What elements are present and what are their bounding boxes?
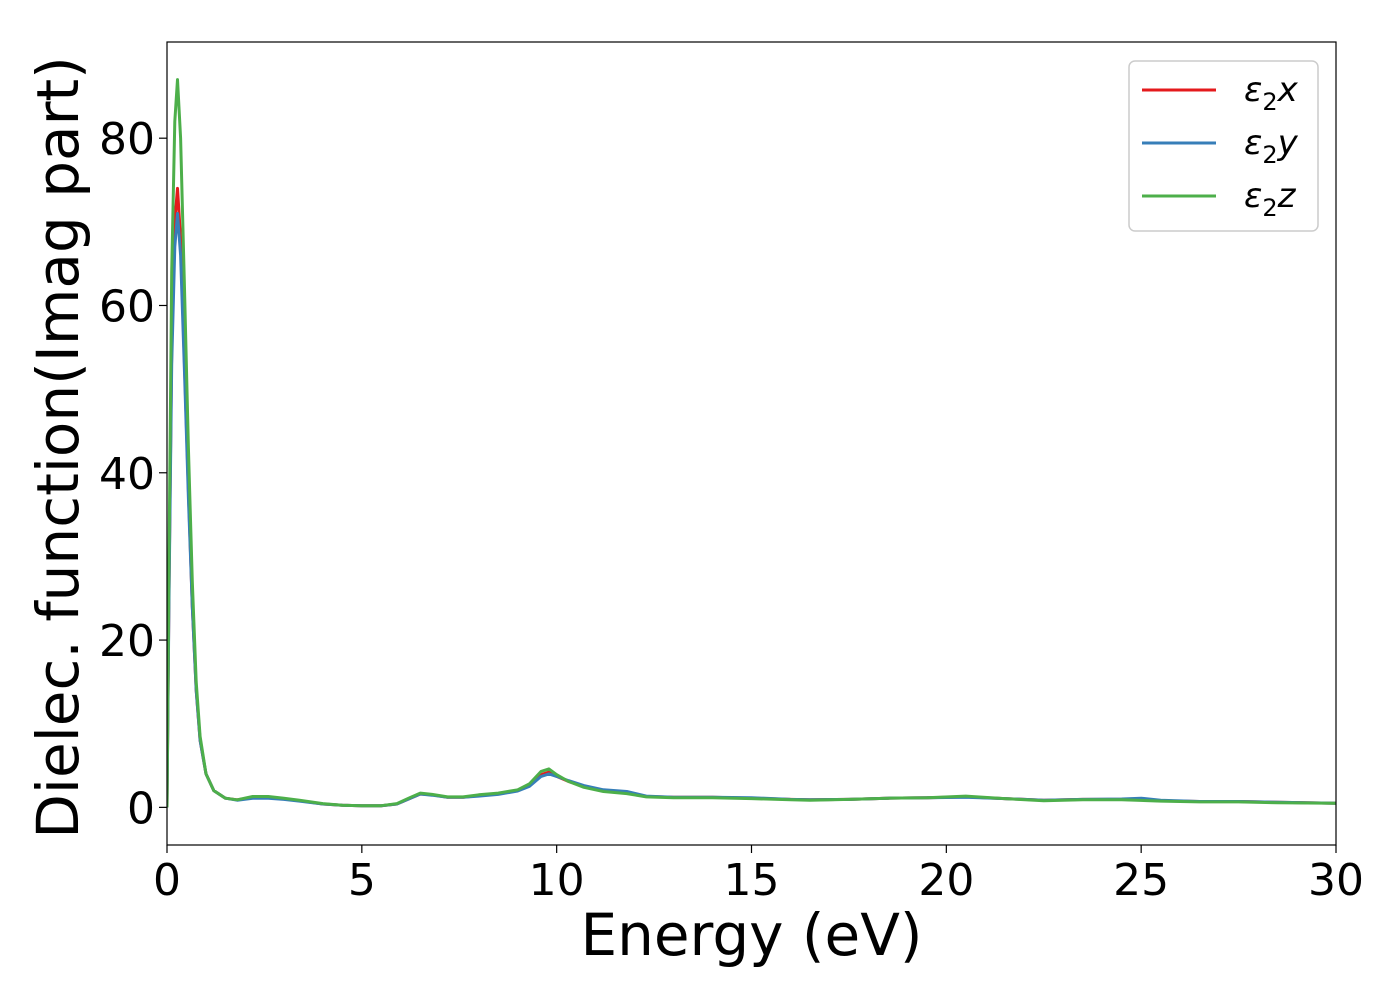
legend: ε2x ε2y ε2z [1128, 60, 1319, 232]
x-tick-label: 5 [348, 855, 376, 906]
x-tick-label: 15 [724, 855, 780, 906]
x-tick-label: 30 [1308, 855, 1364, 906]
y-axis-label: Dielec. function(Imag part) [24, 56, 92, 839]
legend-box [1128, 60, 1319, 232]
x-tick-label: 20 [918, 855, 974, 906]
legend-label: ε2y [1244, 123, 1299, 169]
y-tick-label: 40 [99, 449, 155, 500]
y-tick-label: 20 [99, 616, 155, 667]
x-tick-label: 10 [529, 855, 585, 906]
x-tick-label: 25 [1113, 855, 1169, 906]
x-tick-label: 0 [153, 855, 181, 906]
legend-label: ε2x [1244, 70, 1299, 116]
y-axis-ticks: 0 20 40 60 80 [99, 114, 167, 834]
x-axis-label: Energy (eV) [580, 901, 922, 969]
x-axis-ticks: 0 5 10 15 20 25 30 [153, 845, 1364, 906]
y-tick-label: 80 [99, 114, 155, 165]
y-tick-label: 60 [99, 281, 155, 332]
legend-label: ε2z [1244, 176, 1297, 222]
y-tick-label: 0 [127, 783, 155, 834]
series-line-3 [167, 78, 1336, 808]
series-layer [167, 78, 1336, 808]
